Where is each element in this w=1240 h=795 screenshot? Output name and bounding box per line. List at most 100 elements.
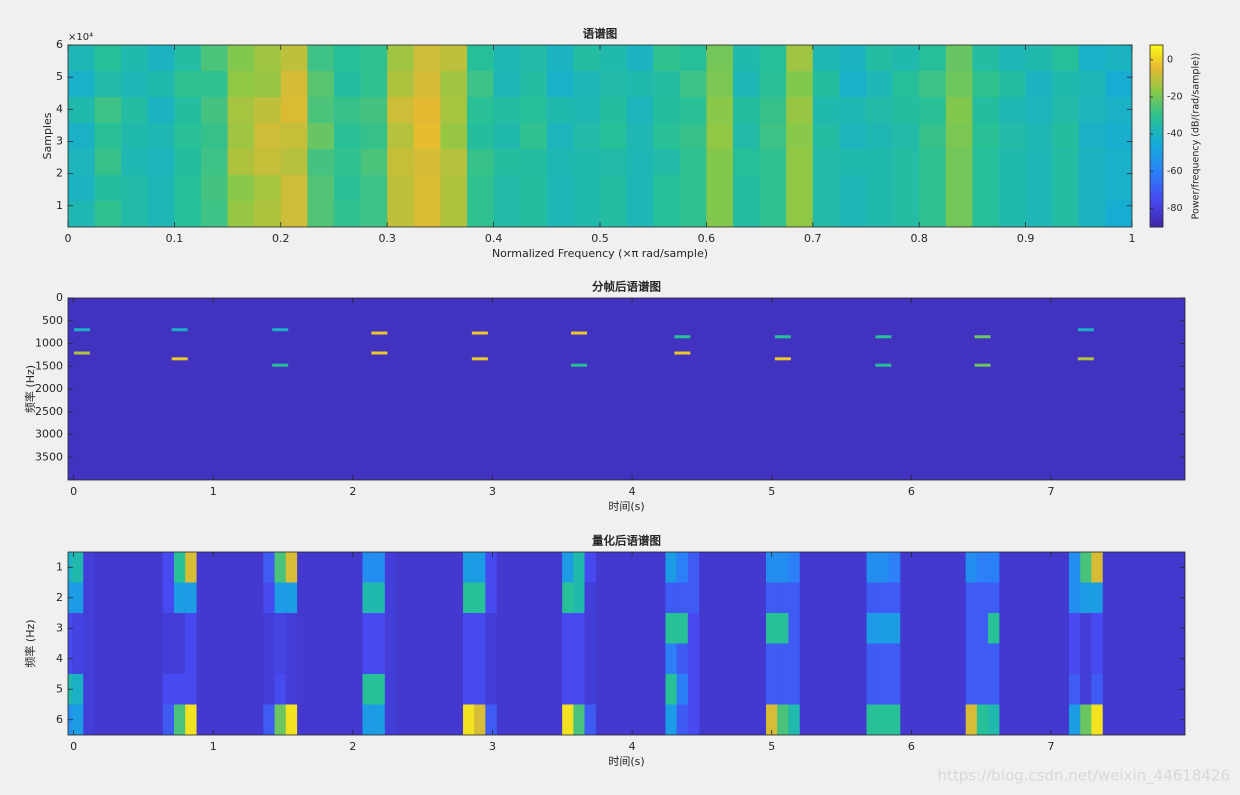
heatmap-cell [777,552,789,583]
heatmap-cell [485,552,497,583]
colorbar-swatch [1150,48,1163,52]
heatmap-cell [706,175,734,202]
heatmap-cell [999,201,1027,227]
heatmap-cell [1068,552,1081,583]
heatmap-cell [786,201,814,227]
x-tick-label: 0 [70,740,77,753]
plot-area [68,298,1185,480]
heatmap-cell [254,123,282,150]
heatmap-cell [573,71,601,98]
heatmap-cell [334,123,362,150]
heatmap-cell [280,45,308,72]
heatmap-cell [626,123,654,150]
heatmap-cell [687,613,700,644]
heatmap-cell [121,97,149,124]
heatmap-cell [766,643,778,674]
heatmap-cell [1105,201,1132,227]
heatmap-cell [147,149,175,176]
colorbar-swatch [1150,84,1163,88]
plot-area [68,45,1132,227]
colorbar-swatch [1150,160,1163,164]
heatmap-cell [493,201,521,227]
y-tick-label: 0 [56,291,63,304]
heatmap-cell [285,613,298,644]
x-tick-label: 2 [349,740,356,753]
heatmap-cell [653,149,681,176]
heatmap-cell [94,97,122,124]
heatmap-cell [227,175,255,202]
y-tick-label: 6 [56,713,63,726]
heatmap-cell [147,71,175,98]
heatmap-cell [945,97,973,124]
colorbar-swatch [1150,208,1163,213]
plot-area [68,552,1185,735]
heatmap-cell [562,643,574,674]
heatmap-cell [121,175,149,202]
heatmap-cell [463,674,475,705]
heatmap-cell [665,552,677,583]
tone-segment [875,363,892,367]
heatmap-cell [185,613,197,644]
heatmap-cell [384,582,397,613]
heatmap-cell [573,201,601,227]
heatmap-cell [360,175,388,202]
heatmap-cell [467,175,495,202]
chart-title: 量化后语谱图 [592,534,661,548]
heatmap-cell [665,643,677,674]
heatmap-cell [866,643,878,674]
heatmap-cell [706,45,734,72]
heatmap-cell [1091,704,1103,735]
tone-segment [272,328,289,332]
heatmap-cell [812,149,840,176]
heatmap-cell [676,704,689,735]
heatmap-cell [373,582,386,613]
colorbar-swatch [1150,120,1163,125]
heatmap-cell [759,97,787,124]
x-tick-label: 2 [349,485,356,498]
heatmap-cell [733,71,761,98]
heatmap-cell [520,97,548,124]
colorbar-swatch [1150,81,1163,85]
heatmap-cell [999,97,1027,124]
heatmap-cell [174,674,186,705]
heatmap-cell [463,552,475,583]
heatmap-cell [706,97,734,124]
colorbar-swatch [1150,175,1163,179]
heatmap-cell [945,123,973,150]
heatmap-cell [972,123,1000,150]
heatmap-cell [676,643,689,674]
heatmap-cell [1052,175,1080,202]
tone-segment [171,357,188,361]
heatmap-cell [201,123,229,150]
heatmap-cell [888,674,901,705]
tone-segment [471,331,488,335]
heatmap-cell [274,613,286,644]
heatmap-cell [1080,704,1092,735]
heatmap-cell [653,97,681,124]
heatmap-cell [584,643,596,674]
heatmap-cell [201,149,229,176]
y-tick-label: 3 [56,134,63,147]
chart-title: 分帧后语谱图 [592,280,661,294]
heatmap-cell [972,45,1000,72]
heatmap-cell [676,582,689,613]
heatmap-cell [520,123,548,150]
heatmap-cell [1078,149,1106,176]
heatmap-cell [976,643,989,674]
heatmap-cell [463,704,475,735]
x-axis-label: Normalized Frequency (×π rad/sample) [492,247,708,260]
heatmap-cell [520,45,548,72]
heatmap-cell [626,175,654,202]
colorbar-swatch [1150,142,1163,146]
x-tick-label: 0.7 [804,232,822,245]
heatmap-cell [573,674,585,705]
heatmap-cell [254,149,282,176]
colorbar-swatch [1150,90,1163,95]
heatmap-cell [965,613,978,644]
heatmap-cell [562,582,574,613]
colorbar-swatch [1150,66,1163,70]
heatmap-cell [72,643,84,674]
heatmap-cell [463,582,475,613]
heatmap-cell [121,71,149,98]
heatmap-cell [334,71,362,98]
